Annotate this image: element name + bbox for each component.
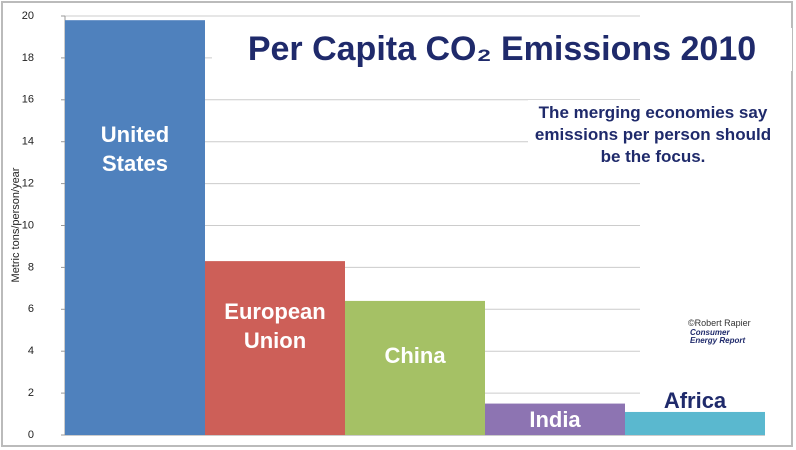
bar — [485, 403, 625, 435]
y-tick-label: 16 — [22, 94, 34, 106]
y-tick-label: 8 — [28, 261, 34, 273]
category-label: India — [529, 407, 581, 432]
y-tick-label: 4 — [28, 345, 34, 357]
y-tick-label: 0 — [28, 429, 34, 441]
y-tick-label: 2 — [28, 387, 34, 399]
category-label: European Union — [224, 299, 326, 353]
y-tick-label: 14 — [22, 136, 34, 148]
y-tick-label: 20 — [22, 10, 34, 22]
category-label: China — [384, 343, 446, 368]
chart-title: Per Capita CO₂ Emissions 2010 — [212, 28, 792, 71]
y-axis-label: Metric tons/person/year — [10, 167, 22, 282]
category-label: Africa — [663, 388, 727, 413]
y-tick-label: 10 — [22, 219, 34, 231]
annotation: The merging economies say emissions per … — [528, 100, 778, 170]
y-tick-label: 12 — [22, 178, 34, 190]
bar — [345, 300, 485, 435]
bar — [205, 261, 345, 435]
logo: Consumer Energy Report — [690, 328, 746, 345]
credit: ©Robert Rapier — [688, 318, 751, 328]
bar — [625, 411, 765, 435]
category-label: United States — [100, 122, 170, 176]
y-tick-label: 18 — [22, 52, 34, 64]
bar — [65, 20, 205, 435]
y-tick-label: 6 — [28, 303, 34, 315]
